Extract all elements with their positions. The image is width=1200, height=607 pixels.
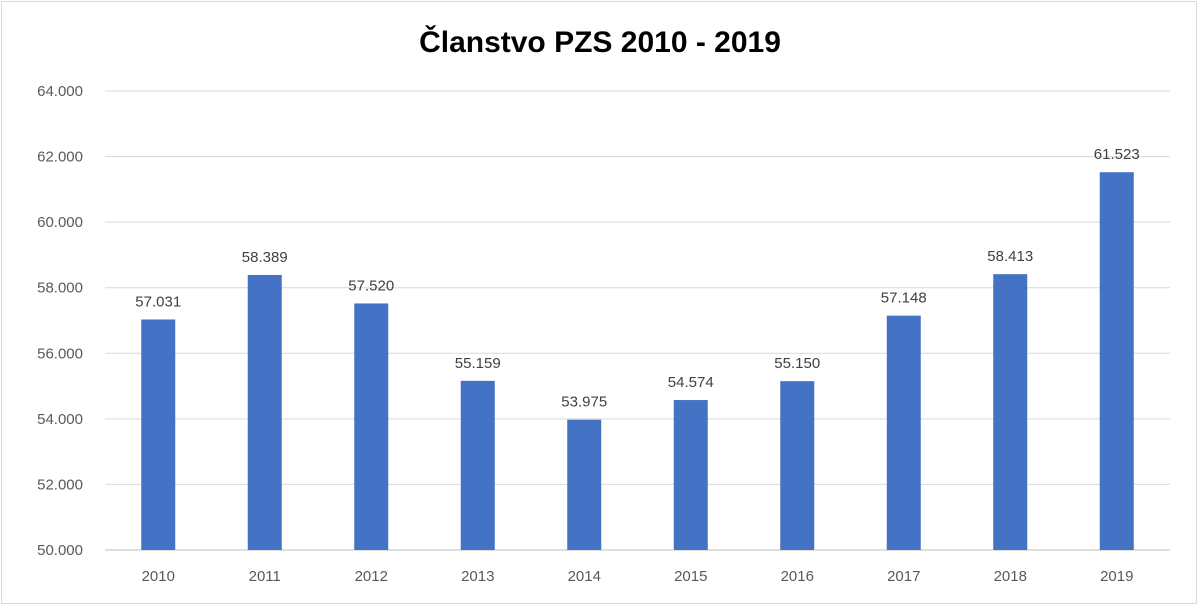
x-tick-label: 2011	[249, 568, 281, 585]
x-tick-label: 2014	[568, 568, 601, 585]
bar-2016	[780, 381, 815, 550]
y-axis-ticks: 50.000 52.000 54.000 56.000 58.000 60.000 62.0…	[37, 83, 83, 559]
x-tick-label: 2018	[994, 568, 1027, 585]
x-tick-label: 2012	[355, 568, 388, 585]
y-tick-label: 64.000	[37, 83, 83, 100]
bar-2010	[141, 319, 176, 550]
data-label: 58.413	[987, 248, 1033, 265]
data-labels: 57.031 58.389 57.520 55.159 53.975 54.574 55.1…	[135, 146, 1139, 410]
data-label: 55.150	[774, 355, 820, 372]
y-tick-label: 52.000	[37, 476, 83, 493]
data-label: 55.159	[455, 355, 501, 372]
y-tick-label: 62.000	[37, 149, 83, 166]
bar-2012	[354, 303, 389, 550]
y-tick-label: 50.000	[37, 542, 83, 559]
bar-2017	[886, 315, 921, 550]
data-label: 57.520	[348, 277, 394, 294]
bars	[141, 172, 1134, 551]
chart-title: Članstvo PZS 2010 - 2019	[419, 25, 781, 59]
bar-2014	[567, 419, 602, 550]
x-tick-label: 2010	[142, 568, 175, 585]
bar-2011	[247, 274, 282, 550]
y-tick-label: 56.000	[37, 345, 83, 362]
data-label: 54.574	[668, 374, 714, 391]
gridlines	[105, 90, 1170, 551]
bar-2013	[460, 380, 495, 550]
x-tick-label: 2013	[461, 568, 494, 585]
data-label: 57.031	[135, 293, 181, 310]
x-tick-label: 2015	[674, 568, 707, 585]
x-tick-label: 2019	[1100, 568, 1133, 585]
bar-2015	[673, 400, 708, 550]
y-tick-label: 58.000	[37, 280, 83, 297]
data-label: 58.389	[242, 249, 288, 266]
data-label: 61.523	[1094, 146, 1140, 163]
data-label: 53.975	[561, 394, 607, 411]
bar-2019	[1099, 172, 1134, 551]
data-label: 57.148	[881, 290, 927, 307]
bar-2018	[993, 274, 1028, 550]
x-axis-ticks: 2010 2011 2012 2013 2014 2015 2016 2017 2018 2019	[142, 568, 1134, 585]
y-tick-label: 60.000	[37, 214, 83, 231]
y-tick-label: 54.000	[37, 411, 83, 428]
x-tick-label: 2017	[887, 568, 920, 585]
x-tick-label: 2016	[781, 568, 814, 585]
